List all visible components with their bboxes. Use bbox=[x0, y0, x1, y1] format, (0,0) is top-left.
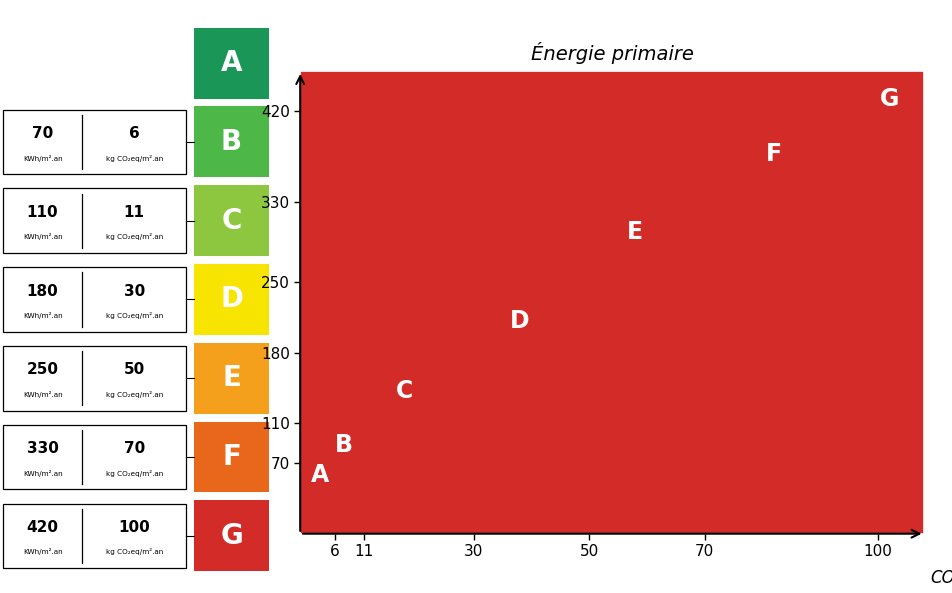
Text: E: E bbox=[222, 364, 241, 392]
Title: Énergie primaire: Énergie primaire bbox=[530, 42, 693, 64]
Text: 30: 30 bbox=[124, 283, 145, 298]
Bar bbox=[194, 28, 268, 98]
Bar bbox=[3, 267, 186, 331]
Text: 100: 100 bbox=[118, 520, 150, 535]
Bar bbox=[300, 353, 473, 534]
Text: 6: 6 bbox=[129, 126, 140, 141]
Bar bbox=[194, 107, 268, 177]
Text: kg CO₂eq/m².an: kg CO₂eq/m².an bbox=[106, 391, 163, 398]
Text: F: F bbox=[222, 443, 241, 471]
Bar bbox=[3, 503, 186, 568]
Bar bbox=[194, 343, 268, 414]
Text: A: A bbox=[221, 49, 242, 77]
Text: kg CO₂eq/m².an: kg CO₂eq/m².an bbox=[106, 549, 163, 556]
Text: kg CO₂eq/m².an: kg CO₂eq/m².an bbox=[106, 470, 163, 477]
Text: G: G bbox=[879, 87, 899, 111]
Bar bbox=[300, 423, 364, 534]
Bar bbox=[300, 282, 588, 534]
Text: C: C bbox=[395, 379, 412, 403]
Text: KWh/m².an: KWh/m².an bbox=[23, 391, 62, 398]
Text: KWh/m².an: KWh/m².an bbox=[23, 470, 62, 477]
Bar bbox=[194, 500, 268, 571]
Text: CO₂: CO₂ bbox=[929, 569, 952, 587]
Text: KWh/m².an: KWh/m².an bbox=[23, 155, 62, 161]
Text: 420: 420 bbox=[27, 520, 58, 535]
Bar bbox=[300, 202, 704, 534]
Bar bbox=[3, 425, 186, 489]
Text: D: D bbox=[220, 285, 243, 314]
Text: kg CO₂eq/m².an: kg CO₂eq/m².an bbox=[106, 155, 163, 161]
Text: B: B bbox=[334, 433, 352, 457]
Text: kg CO₂eq/m².an: kg CO₂eq/m².an bbox=[106, 312, 163, 319]
Bar bbox=[194, 422, 268, 492]
Text: 70: 70 bbox=[124, 441, 145, 456]
Text: 330: 330 bbox=[27, 441, 58, 456]
Bar bbox=[3, 110, 186, 174]
Text: KWh/m².an: KWh/m².an bbox=[23, 549, 62, 556]
Text: KWh/m².an: KWh/m².an bbox=[23, 233, 62, 240]
Text: 11: 11 bbox=[124, 205, 145, 220]
Text: C: C bbox=[221, 207, 242, 235]
Bar bbox=[3, 346, 186, 410]
Bar bbox=[3, 189, 186, 253]
Text: 70: 70 bbox=[32, 126, 53, 141]
Text: A: A bbox=[311, 463, 329, 487]
Bar bbox=[194, 264, 268, 335]
Text: 180: 180 bbox=[27, 283, 58, 298]
Text: 250: 250 bbox=[27, 362, 58, 377]
Text: 50: 50 bbox=[124, 362, 145, 377]
Text: F: F bbox=[765, 142, 782, 165]
Text: E: E bbox=[626, 220, 643, 244]
Text: B: B bbox=[221, 128, 242, 156]
Bar bbox=[194, 185, 268, 256]
Text: 110: 110 bbox=[27, 205, 58, 220]
Text: KWh/m².an: KWh/m².an bbox=[23, 312, 62, 319]
Text: G: G bbox=[220, 522, 243, 550]
Text: D: D bbox=[509, 308, 529, 333]
Bar bbox=[300, 463, 334, 534]
Text: kg CO₂eq/m².an: kg CO₂eq/m².an bbox=[106, 233, 163, 240]
